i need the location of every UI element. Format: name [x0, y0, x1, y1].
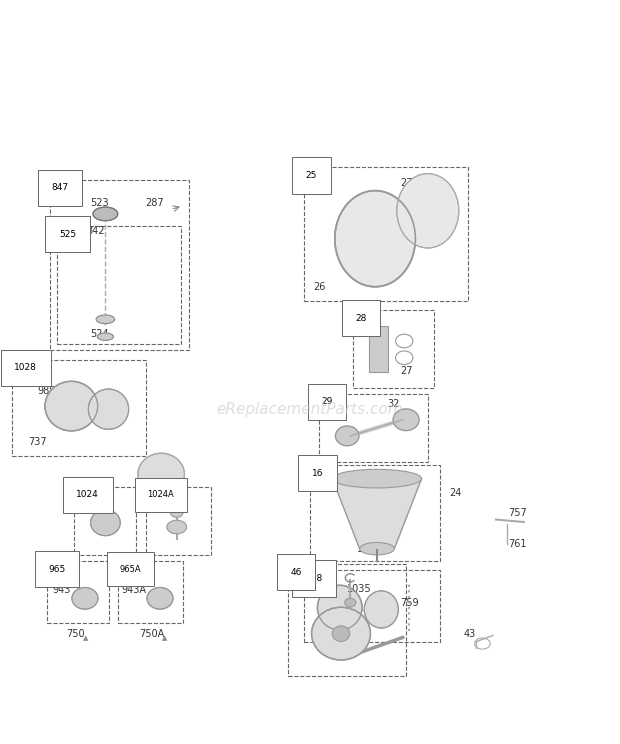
Ellipse shape [96, 315, 115, 324]
Text: 524: 524 [90, 329, 108, 339]
Ellipse shape [97, 333, 113, 340]
Text: 523: 523 [90, 198, 108, 208]
Text: ▲: ▲ [83, 635, 88, 641]
Ellipse shape [88, 389, 129, 429]
Bar [304, 167, 468, 301]
Text: 847: 847 [51, 183, 69, 193]
Ellipse shape [45, 381, 98, 431]
Text: 1024A: 1024A [148, 490, 174, 499]
Ellipse shape [345, 598, 356, 607]
Ellipse shape [167, 520, 187, 534]
Bar [146, 487, 211, 555]
Text: 25: 25 [306, 171, 317, 180]
Text: 46: 46 [290, 568, 301, 577]
Bar [46, 561, 108, 623]
Text: 965A: 965A [120, 565, 141, 574]
Text: 45: 45 [330, 623, 343, 633]
Text: 761: 761 [508, 539, 527, 549]
Text: 943A: 943A [121, 586, 146, 595]
Text: 741: 741 [356, 528, 375, 539]
Ellipse shape [138, 453, 185, 496]
Ellipse shape [93, 207, 118, 221]
Text: 750A: 750A [140, 629, 164, 639]
Ellipse shape [170, 508, 183, 517]
Text: 29: 29 [321, 397, 332, 406]
Ellipse shape [332, 469, 422, 488]
Bar [304, 571, 440, 641]
Text: 988: 988 [37, 385, 56, 396]
Bar [319, 394, 428, 462]
Text: 965: 965 [48, 565, 66, 574]
Bar [353, 310, 434, 388]
Text: 287: 287 [146, 198, 164, 208]
Text: 842: 842 [87, 226, 105, 237]
Text: 758: 758 [306, 574, 323, 583]
Ellipse shape [335, 190, 415, 286]
Text: ▲: ▲ [162, 635, 167, 641]
Text: 24: 24 [450, 488, 462, 498]
Ellipse shape [360, 542, 394, 555]
Bar [310, 465, 440, 561]
Text: 16: 16 [312, 469, 324, 478]
Ellipse shape [397, 173, 459, 248]
Ellipse shape [332, 626, 350, 641]
Text: 737: 737 [28, 437, 46, 446]
Text: 26: 26 [313, 281, 326, 292]
Bar [50, 180, 189, 350]
Ellipse shape [147, 588, 173, 609]
Text: 28: 28 [355, 313, 366, 323]
Bar [57, 226, 181, 344]
Ellipse shape [91, 510, 120, 536]
Text: 43: 43 [464, 629, 476, 639]
Bar [12, 359, 146, 455]
Bar [288, 564, 406, 676]
Ellipse shape [317, 586, 362, 630]
Text: 943: 943 [53, 586, 71, 595]
Text: 759: 759 [400, 597, 419, 608]
Text: 27: 27 [400, 366, 412, 376]
Ellipse shape [72, 588, 98, 609]
Ellipse shape [312, 607, 371, 660]
Ellipse shape [393, 409, 419, 431]
Polygon shape [332, 478, 422, 549]
Bar [74, 487, 136, 555]
Bar [118, 561, 183, 623]
Text: 525: 525 [59, 230, 76, 239]
Text: 1024: 1024 [76, 490, 99, 499]
Text: 1028: 1028 [14, 363, 37, 372]
Text: 757: 757 [508, 508, 527, 518]
Ellipse shape [365, 591, 399, 628]
Text: 1027: 1027 [154, 490, 179, 501]
Text: eReplacementParts.com: eReplacementParts.com [216, 402, 404, 417]
Text: 146: 146 [356, 544, 375, 554]
Ellipse shape [335, 426, 359, 446]
Bar [369, 326, 388, 372]
Text: 1035: 1035 [347, 584, 372, 594]
Text: 27: 27 [400, 178, 412, 188]
Text: 32: 32 [388, 400, 400, 409]
Text: 750: 750 [66, 629, 85, 639]
